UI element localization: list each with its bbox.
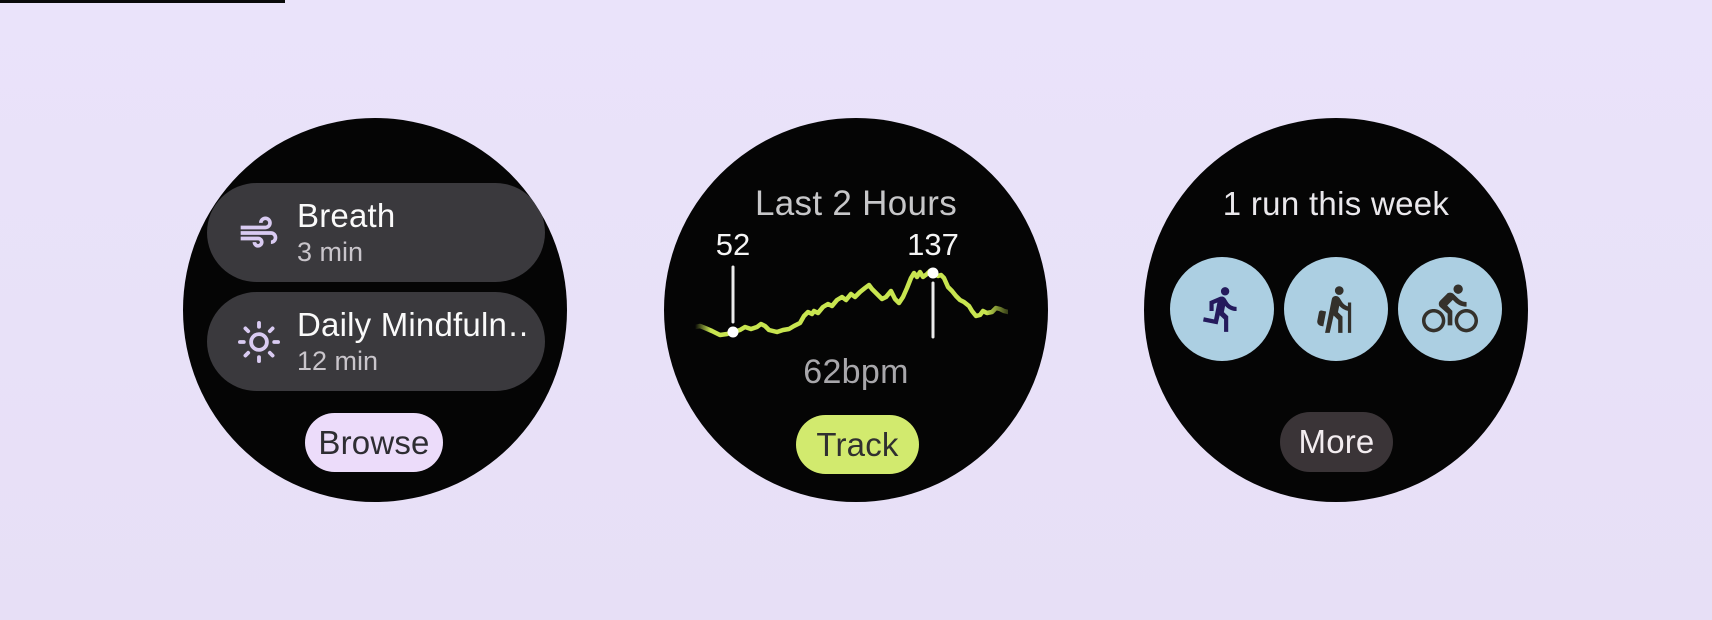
max-marker-dot [927, 267, 939, 279]
min-marker-dot [727, 326, 739, 338]
list-item-breath[interactable]: Breath 3 min [207, 183, 545, 282]
weekly-summary-title: 1 run this week [1222, 185, 1450, 222]
max-bpm-label: 137 [907, 227, 959, 262]
list-item-duration: 3 min [297, 237, 364, 267]
mindfulness-watch-face: Breath 3 min Daily Mindfuln… 12 min Brow… [183, 118, 567, 502]
heart-rate-watch-face: Last 2 Hours 52 137 62bpm Track [664, 118, 1048, 502]
run-activity-button[interactable] [1170, 257, 1274, 361]
list-item-duration: 12 min [297, 346, 379, 376]
run-icon [1203, 287, 1237, 332]
list-item-daily-mindfulness[interactable]: Daily Mindfuln… 12 min [207, 292, 545, 391]
list-item-title: Daily Mindfuln… [297, 306, 531, 343]
current-bpm-label: 62bpm [803, 353, 909, 391]
bike-activity-button[interactable] [1398, 257, 1502, 361]
hike-icon [1317, 286, 1352, 333]
chart-title: Last 2 Hours [754, 184, 958, 223]
more-button[interactable]: More [1280, 412, 1393, 472]
min-bpm-label: 52 [716, 227, 750, 262]
activity-button-row [1170, 257, 1502, 361]
top-left-bar [0, 0, 285, 3]
heart-rate-line [692, 268, 1008, 338]
browse-button[interactable]: Browse [305, 413, 443, 472]
heart-rate-chart: 52 137 [692, 227, 1008, 339]
sun-icon [238, 320, 280, 363]
bike-icon [1422, 284, 1478, 333]
activity-watch-face: 1 run this week More [1144, 118, 1528, 502]
air-icon [240, 216, 278, 248]
hike-activity-button[interactable] [1284, 257, 1388, 361]
list-item-title: Breath [297, 197, 396, 234]
track-button[interactable]: Track [796, 415, 919, 474]
